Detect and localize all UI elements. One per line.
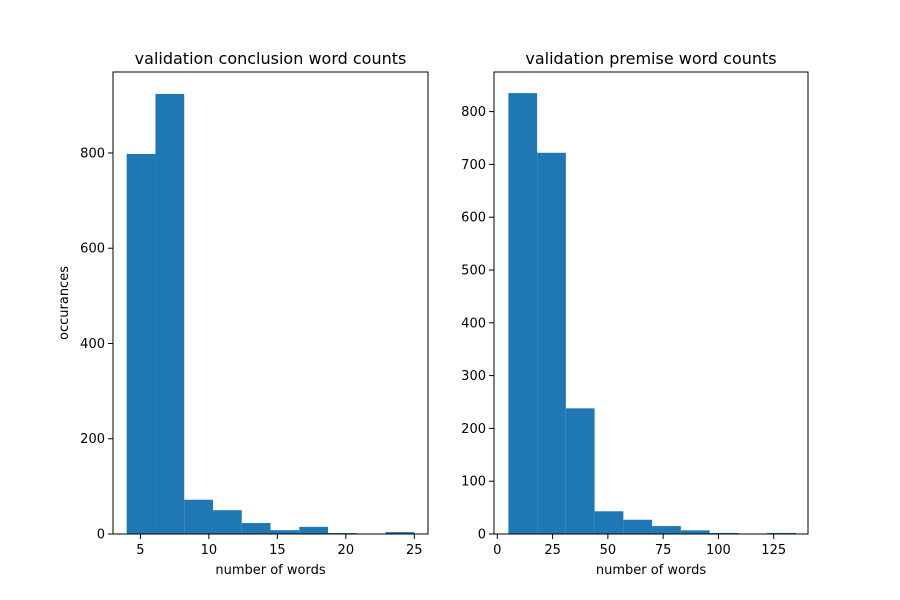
x-ticks: 0 25 50 75 100 125 [493, 534, 786, 558]
histogram-bar [155, 93, 185, 535]
x-tick-label: 0 [493, 543, 501, 558]
histogram-bar [241, 523, 271, 534]
histogram-bar [652, 526, 681, 534]
chart-title: validation conclusion word counts [135, 49, 407, 68]
x-tick-label: 50 [600, 543, 617, 558]
histogram-bar [184, 499, 213, 534]
y-tick-label: 400 [461, 316, 486, 331]
x-tick-label: 5 [136, 543, 144, 558]
y-tick-label: 700 [461, 158, 486, 173]
histogram-bar [270, 530, 300, 534]
x-axis-label: number of words [596, 563, 706, 578]
y-tick-label: 0 [478, 528, 486, 543]
axes-frame [493, 71, 809, 535]
histogram-bar [508, 93, 538, 535]
y-tick-label: 600 [461, 211, 486, 226]
bars-group [508, 93, 796, 535]
y-ticks: 0 200 400 600 800 [80, 146, 113, 543]
histogram-bar [126, 153, 156, 535]
x-tick-label: 15 [269, 543, 286, 558]
x-tick-label: 10 [201, 543, 218, 558]
chart-title: validation premise word counts [525, 49, 776, 68]
conclusion-histogram-panel: validation conclusion word counts 5 10 15 2… [57, 49, 429, 578]
x-axis-label: number of words [215, 563, 325, 578]
histogram-bar [537, 152, 566, 534]
y-tick-label: 800 [80, 146, 105, 161]
y-tick-label: 200 [461, 422, 486, 437]
bars-group [126, 93, 415, 535]
histogram-bar [709, 532, 739, 534]
histogram-bar [565, 408, 595, 534]
y-tick-label: 500 [461, 264, 486, 279]
y-tick-label: 0 [97, 528, 105, 543]
premise-histogram-panel: validation premise word counts 0 25 50 75 10… [461, 49, 809, 578]
axes-frame [112, 71, 429, 535]
histogram-bar [212, 510, 242, 534]
x-tick-label: 20 [338, 543, 355, 558]
histogram-bar [299, 526, 329, 534]
x-ticks: 5 10 15 20 25 [136, 534, 423, 558]
x-tick-label: 25 [544, 543, 561, 558]
y-tick-label: 600 [80, 242, 105, 257]
histogram-bar [623, 519, 653, 534]
x-tick-label: 25 [406, 543, 423, 558]
x-tick-label: 125 [761, 543, 786, 558]
histogram-bar [680, 530, 710, 534]
y-axis-label: occurances [57, 266, 72, 340]
y-ticks: 0 100 200 300 400 500 600 700 800 [461, 105, 494, 543]
histogram-bar [594, 511, 624, 534]
y-tick-label: 300 [461, 369, 486, 384]
y-tick-label: 200 [80, 432, 105, 447]
y-tick-label: 400 [80, 337, 105, 352]
y-tick-label: 800 [461, 105, 486, 120]
x-tick-label: 75 [655, 543, 672, 558]
histogram-bar [767, 532, 796, 534]
y-tick-label: 100 [461, 475, 486, 490]
histogram-bar [385, 532, 415, 534]
x-tick-label: 100 [706, 543, 731, 558]
